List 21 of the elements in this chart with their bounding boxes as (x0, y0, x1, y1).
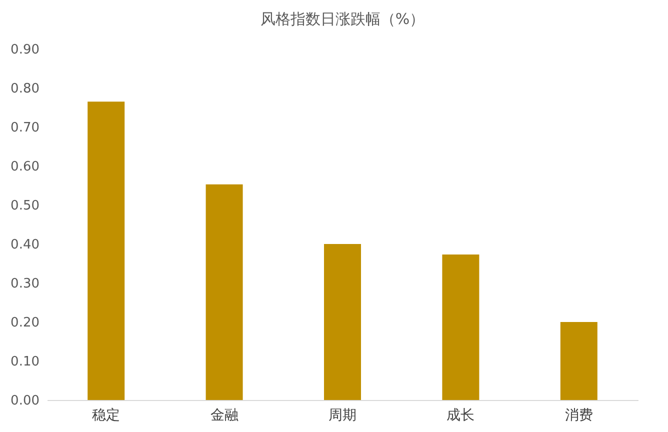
x-tick-label: 周期 (328, 408, 356, 424)
x-tick-label: 金融 (210, 408, 238, 424)
y-tick-label: 0.60 (10, 160, 40, 174)
y-tick-label: 0.50 (10, 198, 40, 214)
bar (324, 244, 361, 400)
y-tick-label: 0.20 (10, 316, 40, 330)
x-tick-label: 消费 (564, 408, 593, 424)
bar (442, 254, 480, 400)
bar (88, 102, 125, 400)
y-tick-label: 0.70 (10, 120, 40, 136)
x-tick-label: 成长 (446, 408, 475, 424)
bar (560, 322, 598, 400)
y-tick-label: 0.00 (10, 394, 40, 408)
x-tick-label: 稳定 (92, 408, 120, 424)
y-tick-label: 0.10 (10, 354, 40, 370)
y-tick-label: 0.40 (10, 238, 40, 252)
y-tick-label: 0.90 (10, 42, 40, 58)
bar (206, 184, 243, 400)
y-tick-label: 0.80 (10, 82, 40, 96)
y-tick-label: 0.30 (10, 276, 40, 292)
chart-title: 风格指数日涨跌幅（%） (260, 10, 425, 28)
